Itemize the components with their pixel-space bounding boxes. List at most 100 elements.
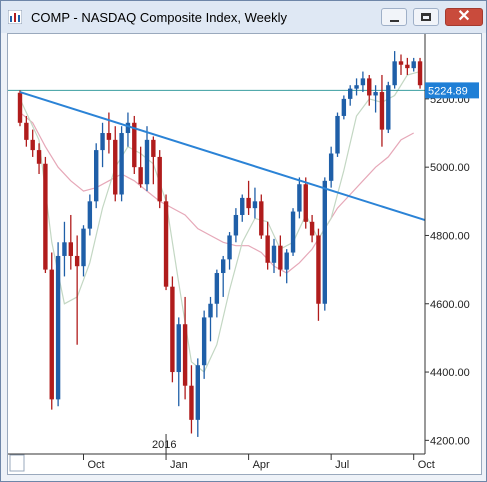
candle <box>240 194 245 222</box>
candle <box>214 269 220 318</box>
candle <box>379 74 385 147</box>
close-button[interactable]: ✕ <box>445 8 483 26</box>
candle <box>81 225 86 277</box>
candle <box>157 150 162 209</box>
candle-body <box>240 197 245 215</box>
scroll-box[interactable] <box>9 454 25 472</box>
candle <box>227 232 232 270</box>
chart-panel: 4200.00 4400.00 4600.00 4800.00 5000.00 5200.… <box>7 33 482 475</box>
candle-body <box>201 317 207 366</box>
candle-body <box>189 385 194 420</box>
candle-body <box>36 150 42 164</box>
plot-area <box>8 34 426 454</box>
candle <box>182 296 188 400</box>
candlestick-chart[interactable]: 4200.004400.004600.004800.005000.005200.… <box>8 34 481 474</box>
x-tick-label: Jan <box>170 459 188 471</box>
candle <box>341 95 347 120</box>
candle-body <box>221 259 226 274</box>
candle-body <box>55 255 61 400</box>
candle-body <box>144 139 150 185</box>
y-tick-label: 5000.00 <box>430 162 470 174</box>
candle-body <box>341 98 347 116</box>
candle <box>221 255 226 297</box>
candle-body <box>386 85 391 130</box>
candle-body <box>335 115 340 154</box>
close-icon: ✕ <box>457 8 471 25</box>
candle-body <box>297 184 302 212</box>
candle-body <box>151 139 156 157</box>
x-tick-label: Jul <box>335 459 349 471</box>
candle <box>17 90 23 127</box>
candle <box>417 57 423 89</box>
candle <box>252 187 258 219</box>
candle-body <box>24 122 29 140</box>
x-axis: Oct Jan Apr Jul Oct 2016 <box>83 434 435 471</box>
candle-body <box>233 214 239 236</box>
y-tick-label: 4200.00 <box>430 435 470 447</box>
candle <box>354 78 359 96</box>
candle <box>163 194 169 291</box>
y-tick-label: 4400.00 <box>430 367 470 379</box>
candle-body <box>17 92 23 123</box>
candle <box>360 71 366 93</box>
y-tick-label: 4600.00 <box>430 299 470 311</box>
candle <box>195 358 200 437</box>
candle <box>113 126 118 202</box>
candle-body <box>373 92 378 96</box>
candle <box>208 296 213 342</box>
maximize-button[interactable] <box>413 8 439 26</box>
candle <box>386 81 391 134</box>
maximize-icon <box>421 13 431 21</box>
candle <box>328 146 334 188</box>
candle-body <box>411 61 416 69</box>
moving-average-fast-line <box>19 71 421 373</box>
candle <box>201 310 207 379</box>
candle-body <box>278 245 283 270</box>
candle <box>151 136 156 185</box>
candle-body <box>87 201 93 229</box>
candle-body <box>379 92 385 130</box>
candle <box>335 112 340 157</box>
candle-body <box>348 88 353 99</box>
candle-body <box>157 156 162 202</box>
candle-body <box>132 122 137 168</box>
y-axis: 4200.004400.004600.004800.005000.005200.… <box>425 94 470 447</box>
title-bar[interactable]: COMP - NASDAQ Composite Index, Weekly ✕ <box>1 1 486 33</box>
candle <box>125 112 131 147</box>
candle-body <box>290 211 296 253</box>
candle <box>189 365 194 434</box>
candle <box>144 126 150 192</box>
candle-body <box>328 153 334 181</box>
candle-body <box>74 255 80 267</box>
candle <box>74 235 80 345</box>
candle <box>290 208 296 256</box>
candle <box>87 194 93 236</box>
candle-body <box>360 78 366 86</box>
candle-body <box>62 242 67 256</box>
candle <box>405 57 410 75</box>
candle <box>259 194 264 239</box>
candle-body <box>214 273 220 304</box>
candle <box>43 156 48 274</box>
candle <box>176 317 181 407</box>
candle-body <box>43 163 48 270</box>
x-tick-label: Apr <box>253 459 270 471</box>
candle-body <box>208 303 213 318</box>
candle <box>271 238 277 274</box>
candle-body <box>309 221 315 236</box>
minimize-button[interactable] <box>381 8 407 26</box>
candle-body <box>405 64 410 69</box>
candle <box>398 54 404 75</box>
candle <box>278 235 283 277</box>
candle-body <box>227 235 232 260</box>
candle-body <box>303 184 308 222</box>
candle-body <box>392 61 397 86</box>
candle-body <box>100 133 105 151</box>
candle <box>303 177 308 229</box>
x-tick-label: Oct <box>418 459 435 471</box>
candle <box>309 214 315 243</box>
candle-body <box>119 133 124 195</box>
candle-body <box>316 235 321 304</box>
candle <box>233 208 239 243</box>
